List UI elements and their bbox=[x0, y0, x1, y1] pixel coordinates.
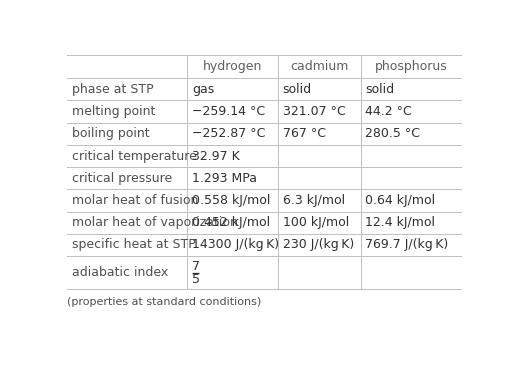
Text: −259.14 °C: −259.14 °C bbox=[192, 105, 265, 118]
Text: phosphorus: phosphorus bbox=[375, 60, 447, 73]
Text: 321.07 °C: 321.07 °C bbox=[282, 105, 345, 118]
Text: adiabatic index: adiabatic index bbox=[71, 266, 168, 279]
Text: phase at STP: phase at STP bbox=[71, 83, 153, 96]
Text: 1.293 MPa: 1.293 MPa bbox=[192, 172, 257, 185]
Text: 0.452 kJ/mol: 0.452 kJ/mol bbox=[192, 216, 270, 229]
Text: 767 °C: 767 °C bbox=[282, 127, 326, 140]
Text: 14300 J/(kg K): 14300 J/(kg K) bbox=[192, 238, 279, 252]
Text: 230 J/(kg K): 230 J/(kg K) bbox=[282, 238, 354, 252]
Text: 280.5 °C: 280.5 °C bbox=[365, 127, 420, 140]
Text: specific heat at STP: specific heat at STP bbox=[71, 238, 195, 252]
Text: hydrogen: hydrogen bbox=[203, 60, 262, 73]
Text: 100 kJ/mol: 100 kJ/mol bbox=[282, 216, 349, 229]
Text: 32.97 K: 32.97 K bbox=[192, 150, 240, 162]
Text: melting point: melting point bbox=[71, 105, 155, 118]
Text: molar heat of vaporization: molar heat of vaporization bbox=[71, 216, 237, 229]
Text: 5: 5 bbox=[192, 273, 200, 285]
Text: critical pressure: critical pressure bbox=[71, 172, 172, 185]
Text: boiling point: boiling point bbox=[71, 127, 149, 140]
Text: 769.7 J/(kg K): 769.7 J/(kg K) bbox=[365, 238, 448, 252]
Text: (properties at standard conditions): (properties at standard conditions) bbox=[67, 297, 261, 306]
Text: 12.4 kJ/mol: 12.4 kJ/mol bbox=[365, 216, 435, 229]
Text: critical temperature: critical temperature bbox=[71, 150, 196, 162]
Text: gas: gas bbox=[192, 83, 214, 96]
Text: 0.558 kJ/mol: 0.558 kJ/mol bbox=[192, 194, 270, 207]
Text: solid: solid bbox=[282, 83, 312, 96]
Text: solid: solid bbox=[365, 83, 394, 96]
Text: 6.3 kJ/mol: 6.3 kJ/mol bbox=[282, 194, 345, 207]
Text: −252.87 °C: −252.87 °C bbox=[192, 127, 265, 140]
Text: cadmium: cadmium bbox=[290, 60, 349, 73]
Text: 44.2 °C: 44.2 °C bbox=[365, 105, 412, 118]
Text: molar heat of fusion: molar heat of fusion bbox=[71, 194, 198, 207]
Text: 0.64 kJ/mol: 0.64 kJ/mol bbox=[365, 194, 436, 207]
Text: 7: 7 bbox=[192, 260, 200, 273]
